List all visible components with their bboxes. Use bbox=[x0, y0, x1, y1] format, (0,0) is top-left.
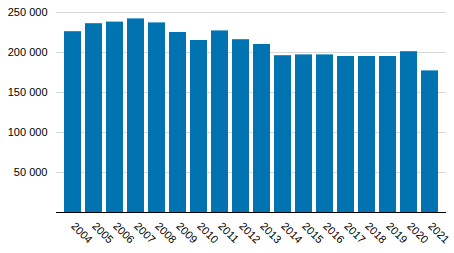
svg-text:2008: 2008 bbox=[153, 220, 179, 246]
svg-text:2021: 2021 bbox=[426, 220, 452, 246]
svg-text:2015: 2015 bbox=[300, 220, 326, 246]
svg-text:2018: 2018 bbox=[363, 220, 389, 246]
svg-text:2013: 2013 bbox=[258, 220, 284, 246]
svg-text:2016: 2016 bbox=[321, 220, 347, 246]
svg-text:2014: 2014 bbox=[279, 220, 305, 246]
svg-text:2010: 2010 bbox=[195, 220, 221, 246]
svg-text:100 000: 100 000 bbox=[8, 126, 48, 138]
svg-text:2007: 2007 bbox=[132, 220, 158, 246]
svg-text:2020: 2020 bbox=[405, 220, 431, 246]
svg-text:2004: 2004 bbox=[69, 220, 95, 246]
svg-text:50 000: 50 000 bbox=[14, 166, 48, 178]
svg-text:2017: 2017 bbox=[342, 220, 368, 246]
svg-text:2019: 2019 bbox=[384, 220, 410, 246]
svg-text:2006: 2006 bbox=[111, 220, 137, 246]
svg-text:150 000: 150 000 bbox=[8, 86, 48, 98]
svg-text:2011: 2011 bbox=[216, 220, 241, 245]
svg-text:2005: 2005 bbox=[90, 220, 116, 246]
svg-text:250 000: 250 000 bbox=[8, 6, 48, 18]
svg-text:2012: 2012 bbox=[237, 220, 263, 246]
svg-text:2009: 2009 bbox=[174, 220, 200, 246]
svg-text:200 000: 200 000 bbox=[8, 46, 48, 58]
